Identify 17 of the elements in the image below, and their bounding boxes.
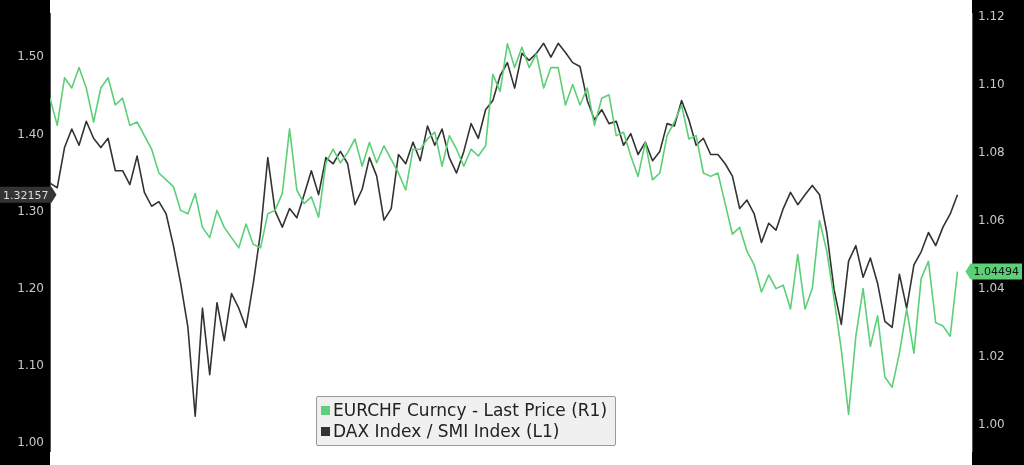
y2-tick-label: 1.00 (978, 416, 1005, 431)
y2-tick-label: 1.12 (978, 8, 1005, 23)
legend-label: DAX Index / SMI Index (L1) (333, 421, 560, 442)
legend-label: EURCHF Curncy - Last Price (R1) (333, 400, 608, 421)
y-tick-label: 1.20 (17, 280, 44, 295)
y-tick-label: 1.00 (17, 435, 44, 450)
y-tick-label: 1.50 (17, 49, 44, 64)
y2-tick-label: 1.04 (978, 280, 1005, 295)
y-tick-label: 1.40 (17, 126, 44, 141)
y2-tick-label: 1.06 (978, 212, 1005, 227)
y2-tick-label: 1.08 (978, 144, 1005, 159)
annotation: 1.32157 (3, 188, 49, 202)
text: 1.04494 (973, 265, 1020, 279)
y-tick-label: 1.10 (17, 358, 44, 373)
y-tick-label: 1.30 (17, 203, 44, 218)
y2-tick-label: 1.02 (978, 348, 1005, 363)
y2-tick-label: 1.10 (978, 76, 1005, 91)
